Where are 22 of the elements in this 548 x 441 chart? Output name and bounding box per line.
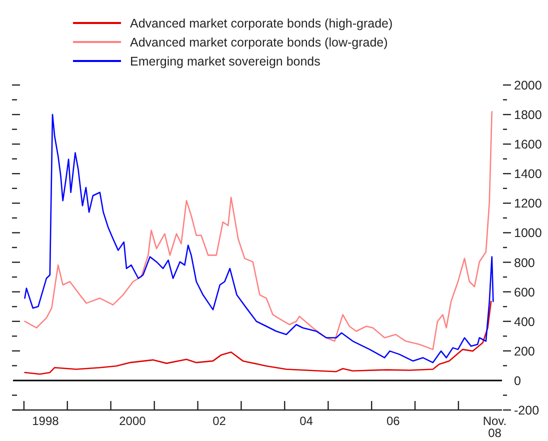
y-tick-label: 400 bbox=[514, 314, 535, 329]
x-tick-label: 1998 bbox=[32, 414, 60, 428]
legend-label: Emerging market sovereign bonds bbox=[130, 54, 320, 68]
y-tick-label: 1400 bbox=[514, 167, 542, 182]
y-tick-label: 1800 bbox=[514, 108, 542, 122]
x-tick-label: Nov. 08 bbox=[482, 414, 507, 440]
x-tick-label: 04 bbox=[300, 414, 314, 428]
line-series bbox=[24, 300, 492, 375]
y-tick-label: 0 bbox=[514, 374, 521, 388]
x-tick-label: 2000 bbox=[119, 414, 146, 428]
y-tick-label: 600 bbox=[514, 285, 535, 300]
x-tick-label: 06 bbox=[386, 414, 400, 428]
y-tick-label: 1000 bbox=[514, 226, 542, 240]
y-tick-label: 200 bbox=[514, 344, 535, 358]
legend-label: Advanced market corporate bonds (low-grade) bbox=[130, 36, 388, 50]
y-tick-label: 2000 bbox=[514, 78, 542, 92]
y-tick-label: 800 bbox=[514, 256, 535, 270]
x-tick-label: 02 bbox=[212, 414, 226, 428]
y-tick-label: 1200 bbox=[514, 196, 542, 211]
y-tick-label: 1600 bbox=[514, 138, 542, 152]
legend-label: Advanced market corporate bonds (high-grade) bbox=[130, 16, 393, 30]
y-tick-label: -200 bbox=[514, 404, 540, 418]
